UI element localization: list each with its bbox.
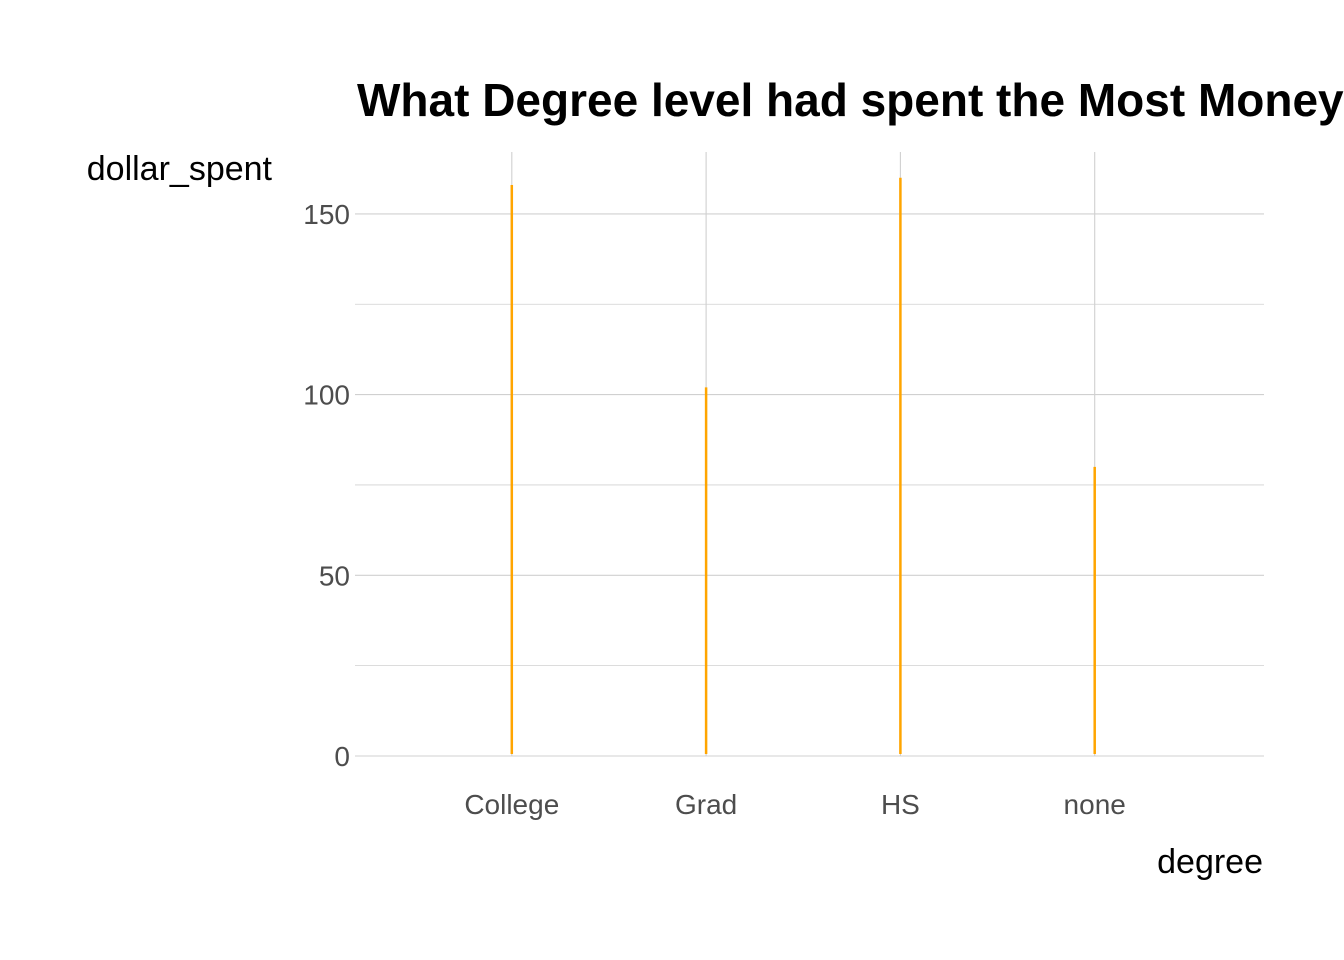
grid [355,152,1264,757]
x-tick-label: Grad [675,789,737,820]
x-axis-ticks: College Grad HS none [464,789,1126,820]
y-tick-label: 0 [334,741,350,772]
x-tick-label: none [1064,789,1126,820]
x-tick-label: HS [881,789,920,820]
bars [510,177,1096,754]
bar-none [1093,466,1096,754]
bar-hs [899,177,902,754]
bar-college [510,184,514,754]
chart-title: What Degree level had spent the Most Mon… [357,74,1344,126]
y-axis-ticks: 0 50 100 150 [303,199,350,772]
x-axis-title: degree [1157,843,1263,881]
y-tick-label: 50 [319,560,350,591]
x-tick-label: College [464,789,559,820]
y-tick-label: 150 [303,199,350,230]
y-tick-label: 100 [303,380,350,411]
bar-grad [704,387,708,754]
y-axis-title: dollar_spent [87,150,273,188]
